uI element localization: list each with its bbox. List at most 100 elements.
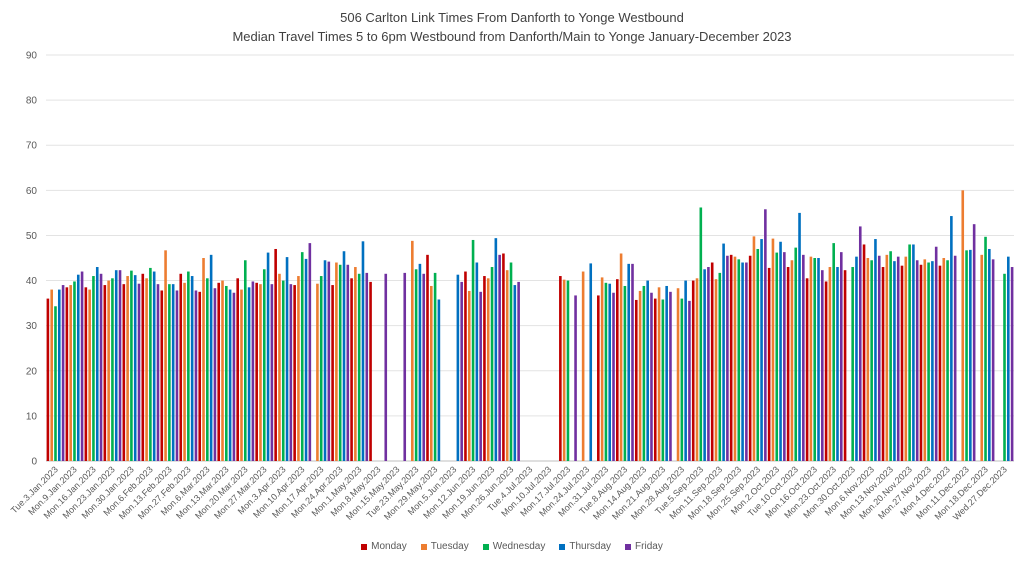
bar-friday xyxy=(194,290,198,461)
bar-thursday xyxy=(190,276,194,461)
bar-wednesday xyxy=(718,272,722,461)
bar-thursday xyxy=(893,261,896,461)
bar-tuesday xyxy=(126,276,129,461)
bar-monday xyxy=(350,278,353,461)
bar-wednesday xyxy=(984,236,987,461)
bar-friday xyxy=(384,273,388,461)
bar-friday xyxy=(137,283,141,461)
bar-thursday xyxy=(361,241,365,461)
bar-tuesday xyxy=(657,287,661,461)
bar-thursday xyxy=(665,285,668,461)
bar-friday xyxy=(232,292,236,461)
bar-tuesday xyxy=(809,256,813,461)
bar-wednesday xyxy=(225,285,228,461)
bar-friday xyxy=(953,255,957,461)
bar-tuesday xyxy=(980,254,984,461)
bar-wednesday xyxy=(281,280,285,461)
bar-thursday xyxy=(646,280,649,461)
bar-wednesday xyxy=(149,267,152,461)
bar-friday xyxy=(858,226,862,461)
bar-friday xyxy=(118,270,122,461)
bar-wednesday xyxy=(130,270,133,461)
bar-thursday xyxy=(912,244,915,461)
bar-tuesday xyxy=(69,285,72,461)
bar-thursday xyxy=(209,254,213,461)
legend-item-wednesday: Wednesday xyxy=(482,541,545,552)
bar-tuesday xyxy=(885,254,889,461)
bar-friday xyxy=(574,295,577,461)
bar-thursday xyxy=(969,249,972,461)
bar-thursday xyxy=(133,275,137,461)
bar-friday xyxy=(270,284,274,461)
y-tick-label: 40 xyxy=(26,276,38,287)
bar-tuesday xyxy=(411,240,414,461)
bar-friday xyxy=(669,291,672,461)
bar-wednesday xyxy=(642,285,646,461)
bar-thursday xyxy=(836,267,839,461)
bar-thursday xyxy=(988,248,991,461)
bar-friday xyxy=(783,252,786,461)
legend-swatch xyxy=(625,543,632,550)
bar-friday xyxy=(479,291,482,461)
bar-wednesday xyxy=(300,252,304,461)
bar-monday xyxy=(464,271,467,461)
bar-friday xyxy=(61,285,65,461)
bar-thursday xyxy=(950,216,953,461)
bar-thursday xyxy=(342,251,346,461)
bar-tuesday xyxy=(828,267,832,461)
bar-tuesday xyxy=(316,283,319,461)
bar-monday xyxy=(236,278,239,461)
bar-thursday xyxy=(418,263,422,461)
bar-friday xyxy=(707,267,710,461)
chart-subtitle: Median Travel Times 5 to 6pm Westbound f… xyxy=(232,29,792,44)
bar-friday xyxy=(877,255,881,461)
y-tick-label: 50 xyxy=(26,231,38,242)
bar-tuesday xyxy=(866,258,870,461)
bar-tuesday xyxy=(164,250,167,461)
bar-tuesday xyxy=(145,278,148,461)
bar-friday xyxy=(327,261,331,461)
bar-friday xyxy=(745,262,748,461)
bar-tuesday xyxy=(278,273,281,461)
bar-wednesday xyxy=(965,250,968,461)
bar-thursday xyxy=(684,280,687,461)
y-tick-label: 0 xyxy=(31,457,37,468)
bar-friday xyxy=(821,270,824,461)
bar-friday xyxy=(289,284,293,461)
bar-wednesday xyxy=(509,262,513,461)
chart-titles: 506 Carlton Link Times From Danforth to … xyxy=(0,8,1024,46)
bar-wednesday xyxy=(623,285,627,461)
bar-thursday xyxy=(608,283,612,461)
bar-thursday xyxy=(323,260,327,461)
bar-friday xyxy=(991,259,995,461)
bar-wednesday xyxy=(908,244,911,461)
bar-friday xyxy=(726,255,729,461)
bar-wednesday xyxy=(699,207,703,461)
legend-item-tuesday: Tuesday xyxy=(420,541,469,552)
bar-tuesday xyxy=(714,279,718,461)
bar-thursday xyxy=(152,271,156,461)
bar-friday xyxy=(631,263,634,461)
bar-tuesday xyxy=(354,267,357,461)
bar-tuesday xyxy=(50,289,53,461)
bar-wednesday xyxy=(338,264,342,461)
bar-tuesday xyxy=(942,258,946,461)
bar-monday xyxy=(919,264,923,461)
bar-thursday xyxy=(855,256,858,461)
bar-monday xyxy=(179,273,183,461)
bar-friday xyxy=(934,246,938,461)
bar-friday xyxy=(1010,267,1014,461)
bar-monday xyxy=(369,281,372,461)
bar-tuesday xyxy=(638,290,642,461)
bar-thursday xyxy=(741,262,744,461)
bar-wednesday xyxy=(946,260,949,461)
bar-monday xyxy=(255,282,258,461)
bar-tuesday xyxy=(961,190,965,461)
bar-tuesday xyxy=(752,236,756,461)
y-tick-label: 90 xyxy=(26,51,38,62)
bar-wednesday xyxy=(737,259,741,461)
bar-tuesday xyxy=(183,282,186,461)
y-tick-label: 80 xyxy=(26,96,38,107)
bar-wednesday xyxy=(775,252,779,461)
bar-friday xyxy=(517,281,520,461)
